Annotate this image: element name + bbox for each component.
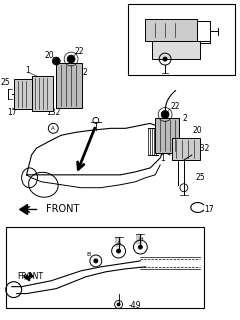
Text: 22: 22 [74, 47, 84, 56]
Circle shape [138, 245, 142, 249]
Circle shape [163, 57, 167, 61]
Bar [145, 20, 197, 41]
Circle shape [117, 303, 120, 306]
Text: 17: 17 [205, 205, 214, 214]
Bar [128, 4, 235, 75]
Text: FRONT: FRONT [18, 272, 44, 281]
Text: A: A [51, 126, 55, 131]
Circle shape [161, 110, 169, 118]
Text: 20: 20 [44, 51, 54, 60]
Text: 25: 25 [196, 173, 205, 182]
Text: 132: 132 [195, 144, 209, 153]
Polygon shape [20, 204, 28, 214]
Text: H: H [160, 57, 164, 61]
Text: 2: 2 [183, 114, 188, 123]
Bar [6, 227, 204, 308]
Text: 1: 1 [160, 154, 164, 163]
Circle shape [117, 249, 120, 253]
Text: -49: -49 [128, 301, 141, 310]
Circle shape [94, 259, 98, 263]
Text: B: B [87, 252, 91, 257]
Bar [152, 41, 200, 59]
Text: 25: 25 [1, 78, 11, 87]
Circle shape [52, 57, 60, 65]
Circle shape [67, 55, 75, 63]
Text: 132: 132 [46, 108, 60, 117]
Bar [31, 76, 53, 110]
Text: 22: 22 [170, 102, 180, 111]
Bar [14, 79, 31, 108]
Text: 81: 81 [222, 32, 231, 41]
Text: 52: 52 [148, 49, 158, 58]
Text: 2: 2 [83, 68, 87, 77]
Text: 189: 189 [168, 67, 182, 76]
Polygon shape [24, 273, 34, 281]
Text: A/T: A/T [142, 7, 156, 16]
Text: 1: 1 [25, 67, 30, 76]
Text: 17: 17 [7, 108, 17, 117]
Bar [56, 63, 82, 108]
Bar [155, 118, 179, 153]
Text: A: A [116, 241, 121, 246]
Text: 20: 20 [193, 126, 202, 135]
Bar [172, 138, 200, 160]
Text: FRONT: FRONT [46, 204, 80, 214]
Text: H: H [138, 237, 143, 242]
